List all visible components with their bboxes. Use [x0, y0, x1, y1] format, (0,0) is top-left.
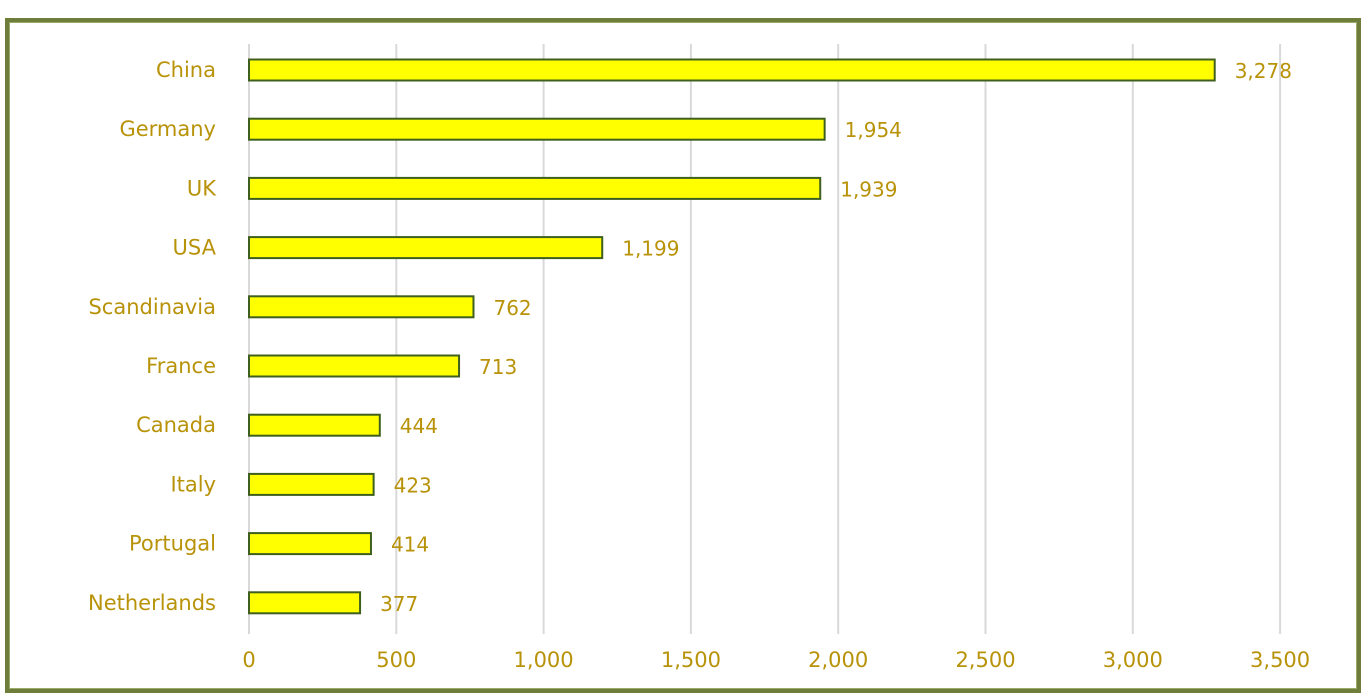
category-label: USA — [173, 236, 217, 260]
category-label: France — [146, 354, 216, 378]
bar — [248, 591, 362, 615]
bar — [248, 532, 372, 556]
bar — [248, 413, 381, 437]
x-tick-label: 0 — [242, 648, 255, 672]
data-label: 3,278 — [1235, 59, 1292, 83]
category-label: Canada — [136, 413, 216, 437]
x-tick-label: 1,500 — [661, 648, 721, 672]
top-strip — [0, 0, 1363, 20]
x-tick-label: 3,000 — [1103, 648, 1163, 672]
category-label: Germany — [119, 117, 216, 141]
bar — [248, 117, 826, 141]
gridlines — [248, 44, 1282, 634]
data-label: 1,939 — [840, 177, 897, 201]
data-label: 423 — [394, 473, 432, 497]
category-label: Portugal — [129, 532, 216, 556]
bar — [248, 58, 1216, 82]
bar — [248, 295, 475, 319]
bar — [248, 176, 822, 200]
category-label: Netherlands — [88, 591, 216, 615]
data-label: 444 — [400, 414, 438, 438]
x-axis-ticks: 0 500 1,000 1,500 2,000 2,500 3,000 3,500 — [242, 648, 1310, 672]
category-label: Scandinavia — [88, 295, 216, 319]
data-label: 762 — [493, 296, 531, 320]
x-tick-label: 3,500 — [1250, 648, 1310, 672]
bar — [248, 236, 604, 260]
category-label: Italy — [170, 472, 216, 496]
category-labels: China Germany UK USA Scandinavia France Canada… — [88, 58, 217, 615]
data-label: 713 — [479, 355, 517, 379]
bar — [248, 354, 461, 378]
data-label: 377 — [380, 592, 418, 616]
data-label: 1,199 — [622, 237, 679, 261]
category-label: China — [156, 58, 216, 82]
x-tick-label: 2,500 — [955, 648, 1015, 672]
x-tick-label: 1,000 — [514, 648, 574, 672]
bar-chart: China Germany UK USA Scandinavia France Canada… — [88, 44, 1310, 672]
value-labels: 3,278 1,954 1,939 1,199 762 713 444 423 414 377 — [380, 59, 1292, 616]
data-label: 1,954 — [845, 118, 902, 142]
chart-frame: China Germany UK USA Scandinavia France Canada… — [5, 18, 1361, 693]
data-label: 414 — [391, 533, 429, 557]
category-label: UK — [187, 176, 217, 200]
x-tick-label: 500 — [376, 648, 416, 672]
x-tick-label: 2,000 — [808, 648, 868, 672]
bar — [248, 472, 375, 496]
bars — [248, 58, 1216, 615]
